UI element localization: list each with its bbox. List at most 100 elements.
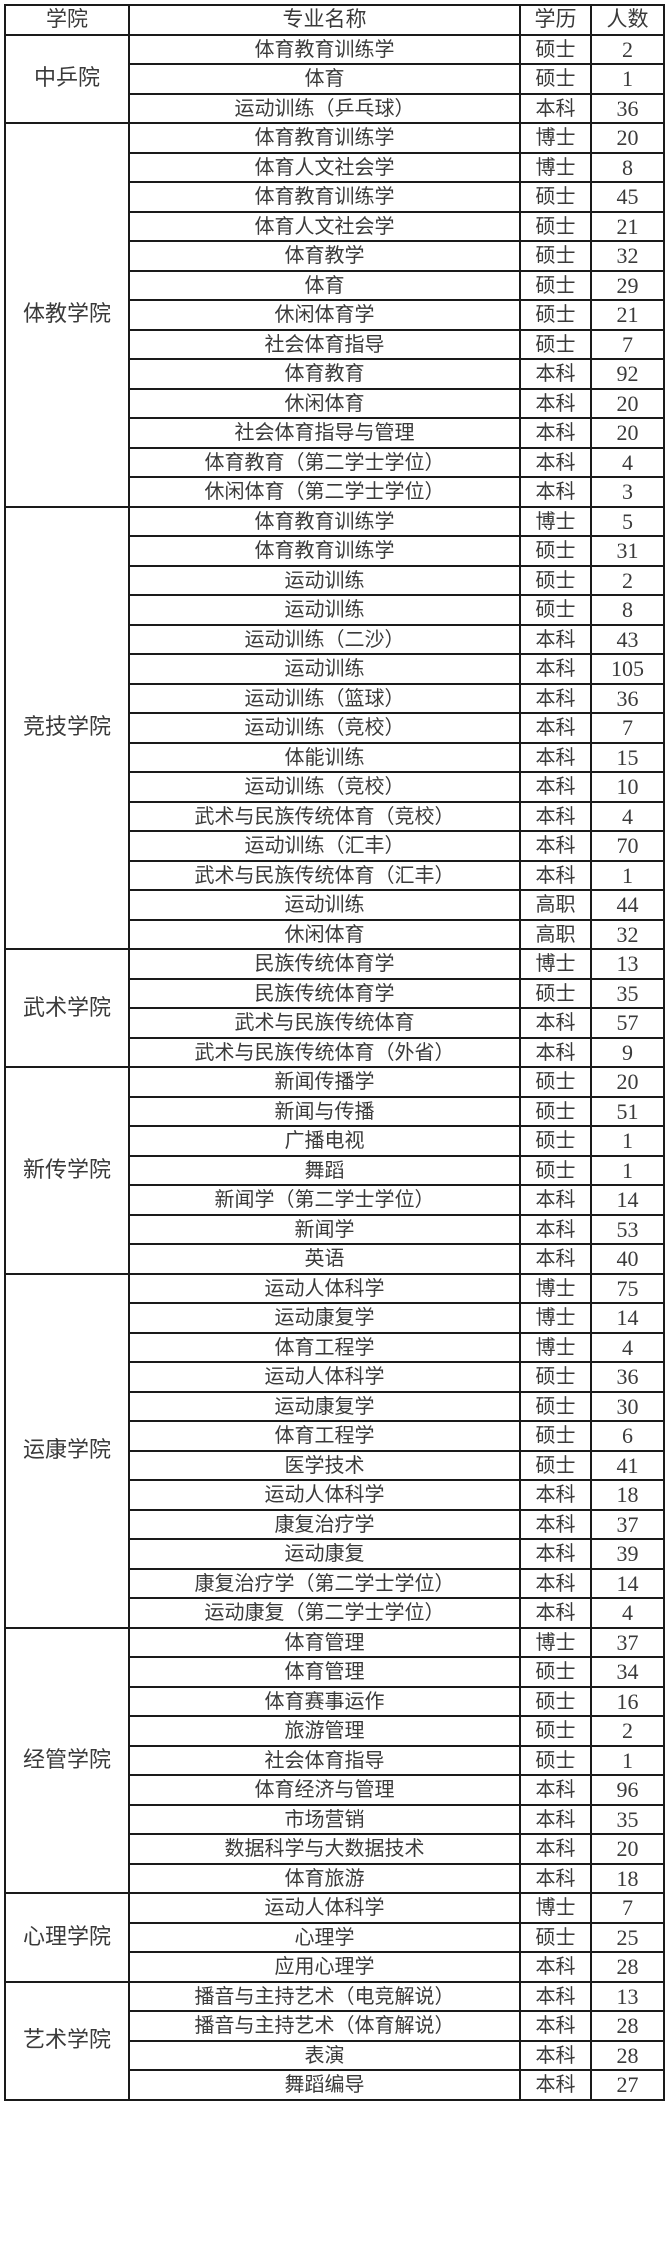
degree-cell: 本科 bbox=[519, 1774, 592, 1806]
table-row: 体育教育训练学 硕士 45 bbox=[5, 181, 665, 213]
major-cell: 体育 bbox=[128, 63, 521, 95]
college-cell: 武术学院 bbox=[4, 948, 130, 1068]
table-row: 体育工程学 博士 4 bbox=[5, 1331, 665, 1363]
table-row: 舞蹈编导 本科 27 bbox=[5, 2069, 665, 2101]
count-cell: 92 bbox=[590, 358, 665, 390]
table-row: 康复治疗学 本科 37 bbox=[5, 1508, 665, 1540]
major-cell: 康复治疗学 bbox=[128, 1508, 521, 1540]
count-cell: 31 bbox=[590, 535, 665, 567]
degree-cell: 硕士 bbox=[519, 63, 592, 95]
count-cell: 6 bbox=[590, 1420, 665, 1452]
table-row: 运动康复 本科 39 bbox=[5, 1538, 665, 1570]
major-cell: 休闲体育（第二学士学位） bbox=[128, 476, 521, 508]
table-row: 运康学院 运动人体科学 博士 75 bbox=[4, 1272, 665, 1629]
table-row: 武术与民族传统体育 本科 57 bbox=[5, 1007, 665, 1039]
major-cell: 体育管理 bbox=[128, 1656, 521, 1688]
degree-cell: 本科 bbox=[519, 446, 592, 478]
degree-cell: 本科 bbox=[519, 417, 592, 449]
degree-cell: 硕士 bbox=[519, 1921, 592, 1953]
count-cell: 4 bbox=[590, 800, 665, 832]
count-cell: 35 bbox=[590, 977, 665, 1009]
count-cell: 40 bbox=[590, 1243, 665, 1275]
table-row: 运动康复学 硕士 30 bbox=[5, 1390, 665, 1422]
count-cell: 53 bbox=[590, 1213, 665, 1245]
table-row: 民族传统体育学 硕士 35 bbox=[5, 977, 665, 1009]
count-cell: 36 bbox=[590, 1361, 665, 1393]
major-cell: 运动康复（第二学士学位） bbox=[128, 1597, 521, 1629]
degree-cell: 本科 bbox=[519, 1597, 592, 1629]
count-cell: 20 bbox=[590, 387, 665, 419]
major-cell: 体育教育训练学 bbox=[128, 122, 521, 154]
major-cell: 社会体育指导 bbox=[128, 328, 521, 360]
table-row: 新闻与传播 硕士 51 bbox=[5, 1095, 665, 1127]
degree-cell: 高职 bbox=[519, 918, 592, 950]
table-row: 体育管理 硕士 34 bbox=[5, 1656, 665, 1688]
degree-cell: 硕士 bbox=[519, 210, 592, 242]
major-cell: 武术与民族传统体育 bbox=[128, 1007, 521, 1039]
count-cell: 51 bbox=[590, 1095, 665, 1127]
count-cell: 20 bbox=[590, 122, 665, 154]
table-row: 运动训练 硕士 2 bbox=[5, 564, 665, 596]
degree-cell: 硕士 bbox=[519, 1361, 592, 1393]
degree-cell: 硕士 bbox=[519, 1095, 592, 1127]
table-row: 体育 硕士 29 bbox=[5, 269, 665, 301]
count-cell: 4 bbox=[590, 446, 665, 478]
degree-cell: 硕士 bbox=[519, 240, 592, 272]
major-cell: 运动人体科学 bbox=[128, 1272, 521, 1304]
count-cell: 96 bbox=[590, 1774, 665, 1806]
major-cell: 体育赛事运作 bbox=[128, 1685, 521, 1717]
header-row: 学院 专业名称 学历 人数 bbox=[4, 4, 665, 36]
degree-cell: 硕士 bbox=[519, 33, 592, 65]
count-cell: 30 bbox=[590, 1390, 665, 1422]
count-cell: 37 bbox=[590, 1508, 665, 1540]
degree-cell: 本科 bbox=[519, 830, 592, 862]
count-cell: 43 bbox=[590, 623, 665, 655]
table-row: 运动训练 本科 105 bbox=[5, 653, 665, 685]
degree-cell: 本科 bbox=[519, 2039, 592, 2071]
table-row: 运动训练（篮球） 本科 36 bbox=[5, 682, 665, 714]
count-cell: 75 bbox=[590, 1272, 665, 1304]
degree-cell: 博士 bbox=[519, 1272, 592, 1304]
table-row: 运动人体科学 本科 18 bbox=[5, 1479, 665, 1511]
major-cell: 体育 bbox=[128, 269, 521, 301]
count-cell: 27 bbox=[590, 2069, 665, 2101]
major-cell: 运动人体科学 bbox=[128, 1361, 521, 1393]
degree-cell: 本科 bbox=[519, 2069, 592, 2101]
count-cell: 28 bbox=[590, 2039, 665, 2071]
degree-cell: 本科 bbox=[519, 1479, 592, 1511]
count-cell: 2 bbox=[590, 564, 665, 596]
major-cell: 运动训练 bbox=[128, 564, 521, 596]
count-cell: 4 bbox=[590, 1597, 665, 1629]
major-cell: 康复治疗学（第二学士学位） bbox=[128, 1567, 521, 1599]
count-cell: 7 bbox=[590, 328, 665, 360]
count-cell: 10 bbox=[590, 771, 665, 803]
table-row: 新闻学（第二学士学位） 本科 14 bbox=[5, 1184, 665, 1216]
count-cell: 20 bbox=[590, 1066, 665, 1098]
degree-cell: 本科 bbox=[519, 1980, 592, 2012]
degree-cell: 本科 bbox=[519, 2010, 592, 2042]
major-cell: 体育教育训练学 bbox=[128, 535, 521, 567]
degree-cell: 硕士 bbox=[519, 1125, 592, 1157]
degree-cell: 硕士 bbox=[519, 1685, 592, 1717]
table-row: 体育人文社会学 博士 8 bbox=[5, 151, 665, 183]
degree-cell: 本科 bbox=[519, 741, 592, 773]
table-row: 应用心理学 本科 28 bbox=[5, 1951, 665, 1983]
degree-cell: 本科 bbox=[519, 682, 592, 714]
degree-cell: 博士 bbox=[519, 151, 592, 183]
degree-cell: 本科 bbox=[519, 712, 592, 744]
table-row: 运动训练（汇丰） 本科 70 bbox=[5, 830, 665, 862]
table-row: 武术学院 民族传统体育学 博士 13 bbox=[4, 948, 665, 1068]
degree-cell: 本科 bbox=[519, 476, 592, 508]
table-row: 武术与民族传统体育（竞校） 本科 4 bbox=[5, 800, 665, 832]
degree-cell: 本科 bbox=[519, 358, 592, 390]
table-row: 运动训练（竞校） 本科 7 bbox=[5, 712, 665, 744]
major-cell: 运动训练 bbox=[128, 889, 521, 921]
major-cell: 运动训练（二沙） bbox=[128, 623, 521, 655]
major-cell: 民族传统体育学 bbox=[128, 948, 521, 980]
count-cell: 32 bbox=[590, 240, 665, 272]
count-cell: 8 bbox=[590, 594, 665, 626]
degree-cell: 本科 bbox=[519, 1803, 592, 1835]
count-cell: 3 bbox=[590, 476, 665, 508]
count-cell: 20 bbox=[590, 1833, 665, 1865]
major-cell: 休闲体育 bbox=[128, 387, 521, 419]
